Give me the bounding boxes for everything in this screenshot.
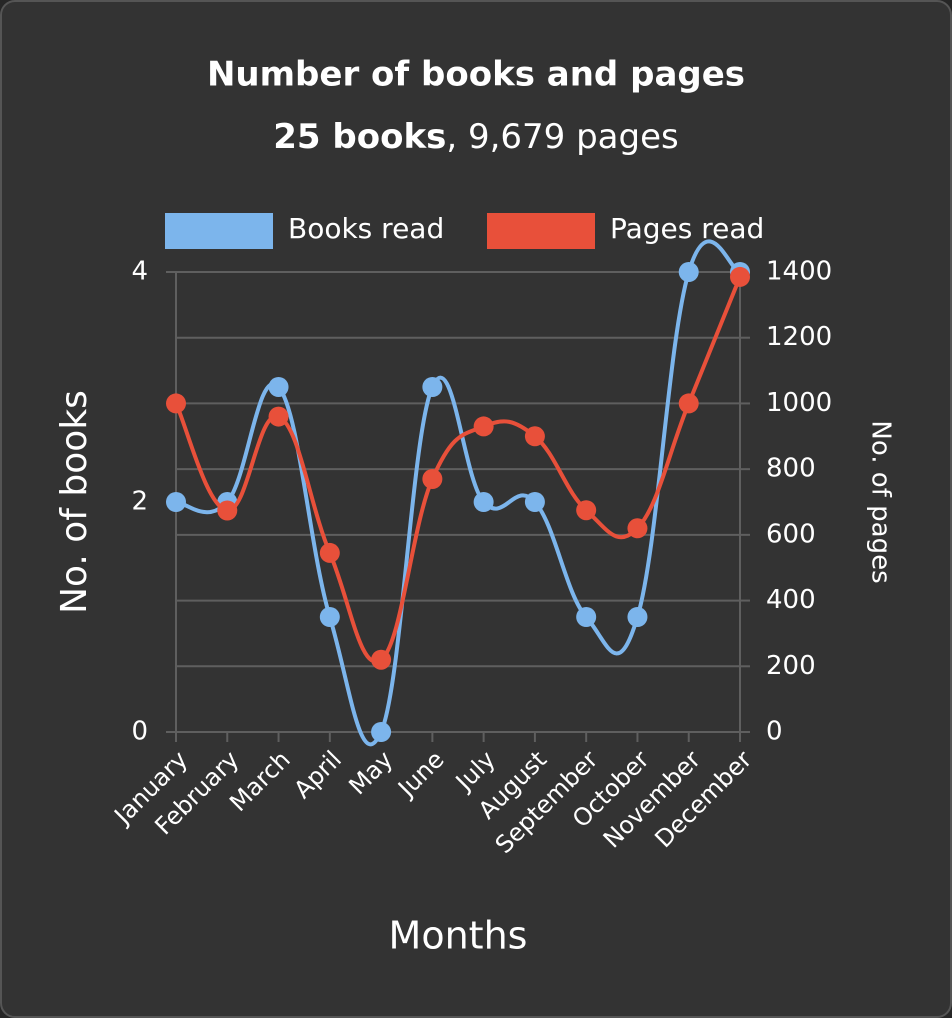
y-axis-title: No. of books [54,390,95,614]
y2-tick-label: 200 [766,651,816,681]
data-point [627,607,648,627]
y-tick-label: 4 [131,257,148,287]
data-point [217,500,238,521]
data-point [678,262,699,282]
data-point [524,492,545,512]
y-tick-label: 0 [131,717,148,747]
y2-tick-label: 1000 [766,388,832,418]
data-point [627,518,648,539]
subtitle-bold: 25 books [273,117,446,157]
subtitle-rest: , 9,679 pages [446,117,678,157]
data-point [166,393,186,414]
y2-axis-title: No. of pages [866,420,896,583]
data-point [166,492,186,512]
y2-tick-label: 600 [766,519,816,549]
data-point [524,426,545,447]
y2-tick-label: 0 [766,717,783,747]
data-point [422,377,443,397]
series-line [175,239,741,747]
data-point [371,649,392,670]
data-point [473,492,494,512]
y2-tick-label: 400 [766,585,816,615]
legend-label: Pages read [610,212,764,245]
chart-subtitle: 25 books, 9,679 pages [273,117,678,157]
y2-tick-label: 1200 [766,322,832,352]
x-axis-title: Months [389,914,528,958]
data-point [268,406,289,427]
chart-title: Number of books and pages [207,55,745,95]
data-point [319,542,340,563]
data-point [473,416,494,437]
legend-label: Books read [288,212,444,245]
data-point [268,377,289,397]
y-tick-label: 2 [131,487,148,517]
data-point [730,266,750,287]
data-point [371,722,392,742]
data-point [678,393,699,414]
data-point [319,607,340,627]
legend-swatch [165,213,273,249]
legend-swatch [487,213,595,249]
y2-tick-label: 1400 [766,257,832,287]
y2-tick-label: 800 [766,454,816,484]
data-point [576,607,597,627]
data-point [422,469,443,489]
data-point [576,500,597,521]
